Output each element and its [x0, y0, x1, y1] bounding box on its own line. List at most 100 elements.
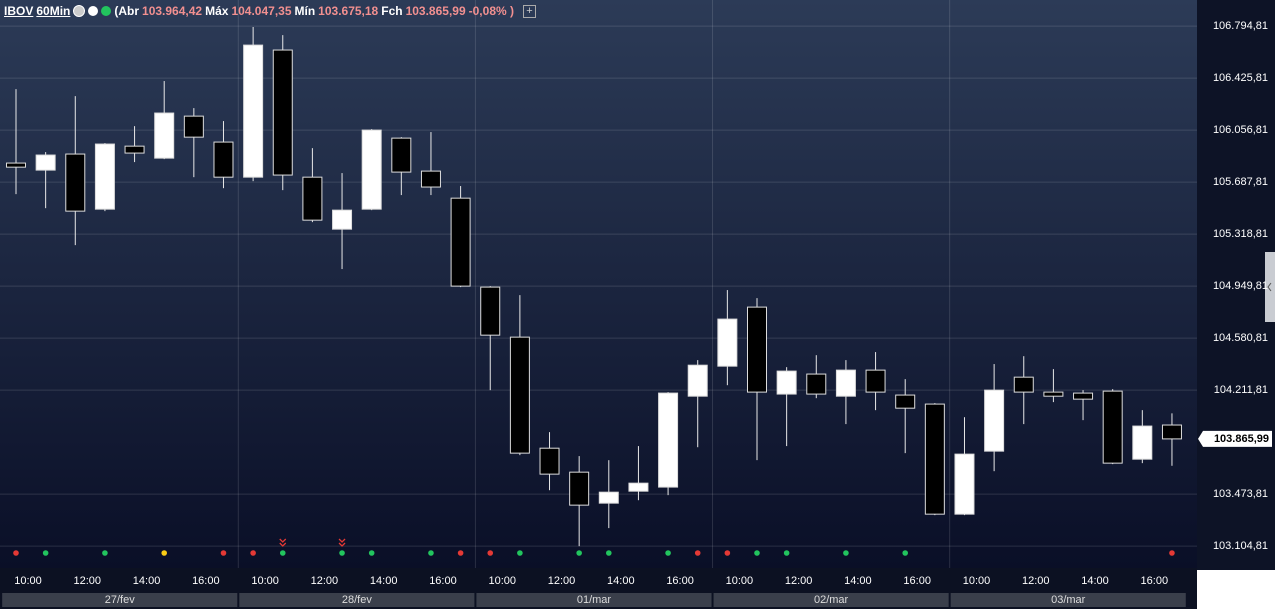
x-tick-label: 14:00	[844, 575, 872, 587]
candle-body	[480, 286, 501, 336]
candle-body	[272, 49, 293, 176]
candle-body	[1013, 376, 1034, 393]
day-band	[950, 593, 1186, 607]
candle-body	[776, 370, 797, 395]
signal-dot	[843, 550, 849, 556]
candle-body	[806, 373, 827, 395]
signal-dot	[13, 550, 19, 556]
signal-dot	[368, 550, 375, 556]
symbol[interactable]: IBOV	[4, 4, 34, 18]
x-tick-label: 14:00	[607, 575, 635, 587]
signal-dot	[428, 550, 434, 556]
candle-body	[391, 137, 412, 173]
y-tick-label: 104.580,81	[1213, 332, 1268, 344]
x-tick-label: 12:00	[311, 575, 339, 587]
x-tick-label: 16:00	[192, 575, 220, 587]
y-tick-label: 106.056,81	[1213, 124, 1268, 136]
candle-body	[717, 318, 738, 367]
candle-body	[361, 129, 382, 210]
signal-dot	[102, 550, 108, 556]
x-tick-label: 16:00	[1141, 575, 1169, 587]
signal-dot	[576, 550, 582, 556]
icon-remove[interactable]	[88, 6, 99, 16]
candle-body	[924, 403, 945, 515]
signal-dot	[339, 550, 345, 556]
low-value: 103.675,18	[318, 4, 379, 18]
candle-body	[984, 389, 1005, 452]
signal-chevron	[279, 538, 287, 547]
interval[interactable]: 60Min	[36, 4, 71, 18]
signal-dot	[517, 550, 523, 556]
candle-body	[895, 394, 916, 409]
candle-body	[598, 491, 619, 504]
day-band	[713, 593, 949, 607]
y-tick-label: 105.318,81	[1213, 228, 1268, 240]
corner	[1197, 570, 1275, 609]
candle-body	[154, 112, 175, 159]
close-value: 103.865,99	[405, 4, 466, 18]
candle-body	[687, 364, 708, 397]
signal-dot	[250, 550, 256, 556]
candle-body	[1073, 392, 1094, 400]
signal-dot	[1169, 550, 1175, 556]
signal-dot	[487, 550, 494, 556]
change-value: -0,08% )	[468, 4, 514, 18]
candle-body	[332, 209, 353, 230]
open-label: (Abr	[114, 4, 140, 18]
candle-body	[1102, 390, 1123, 464]
axis-area	[1197, 0, 1275, 570]
candle-body	[65, 153, 86, 212]
candle-body	[1132, 425, 1153, 460]
x-tick-label: 10:00	[251, 575, 279, 587]
signal-dot	[902, 550, 908, 556]
low-label: Mín	[294, 4, 316, 18]
signal-dot	[42, 550, 49, 556]
day-label: 27/fev	[105, 594, 135, 606]
candle-body	[509, 336, 530, 454]
signal-dot	[694, 550, 701, 556]
signal-dot	[783, 550, 790, 556]
candle-body	[35, 154, 56, 171]
x-tick-label: 10:00	[726, 575, 754, 587]
icon-settings[interactable]	[73, 5, 86, 17]
day-label: 03/mar	[1051, 594, 1086, 606]
candle-body	[302, 176, 323, 221]
add-button[interactable]: +	[523, 4, 536, 18]
candle-body	[213, 141, 234, 178]
side-tab[interactable]	[1265, 252, 1275, 322]
x-tick-label: 14:00	[370, 575, 398, 587]
icon-status	[101, 6, 112, 16]
signal-dot	[754, 550, 760, 556]
day-band	[239, 593, 475, 607]
candle-body	[94, 143, 115, 210]
y-tick-label: 106.425,81	[1213, 72, 1268, 84]
candle-body	[658, 392, 679, 488]
x-tick-label: 14:00	[1081, 575, 1109, 587]
signal-dot	[457, 550, 464, 556]
candle-body	[835, 369, 856, 397]
header: IBOV 60Min (Abr 103.964,42 Máx 104.047,3…	[4, 4, 536, 18]
candle-body	[243, 44, 264, 178]
y-tick-label: 103.104,81	[1213, 540, 1268, 552]
signal-chevron	[338, 538, 346, 547]
signal-dot	[724, 550, 731, 556]
day-label: 02/mar	[814, 594, 849, 606]
x-tick-label: 10:00	[14, 575, 42, 587]
x-tick-label: 16:00	[666, 575, 694, 587]
y-tick-label: 104.211,81	[1214, 384, 1268, 396]
high-value: 104.047,35	[231, 4, 292, 18]
x-tick-label: 16:00	[903, 575, 931, 587]
candle-body	[628, 482, 649, 492]
day-band	[2, 593, 238, 607]
signal-dot	[220, 550, 227, 556]
side-tab-arrow	[1267, 282, 1272, 292]
high-label: Máx	[205, 4, 229, 18]
y-tick-label: 106.794,81	[1213, 20, 1268, 32]
x-tick-label: 12:00	[74, 575, 102, 587]
y-tick-label: 104.949,81	[1213, 280, 1268, 292]
x-tick-label: 16:00	[429, 575, 457, 587]
day-band	[476, 593, 712, 607]
candle-body	[954, 453, 975, 515]
